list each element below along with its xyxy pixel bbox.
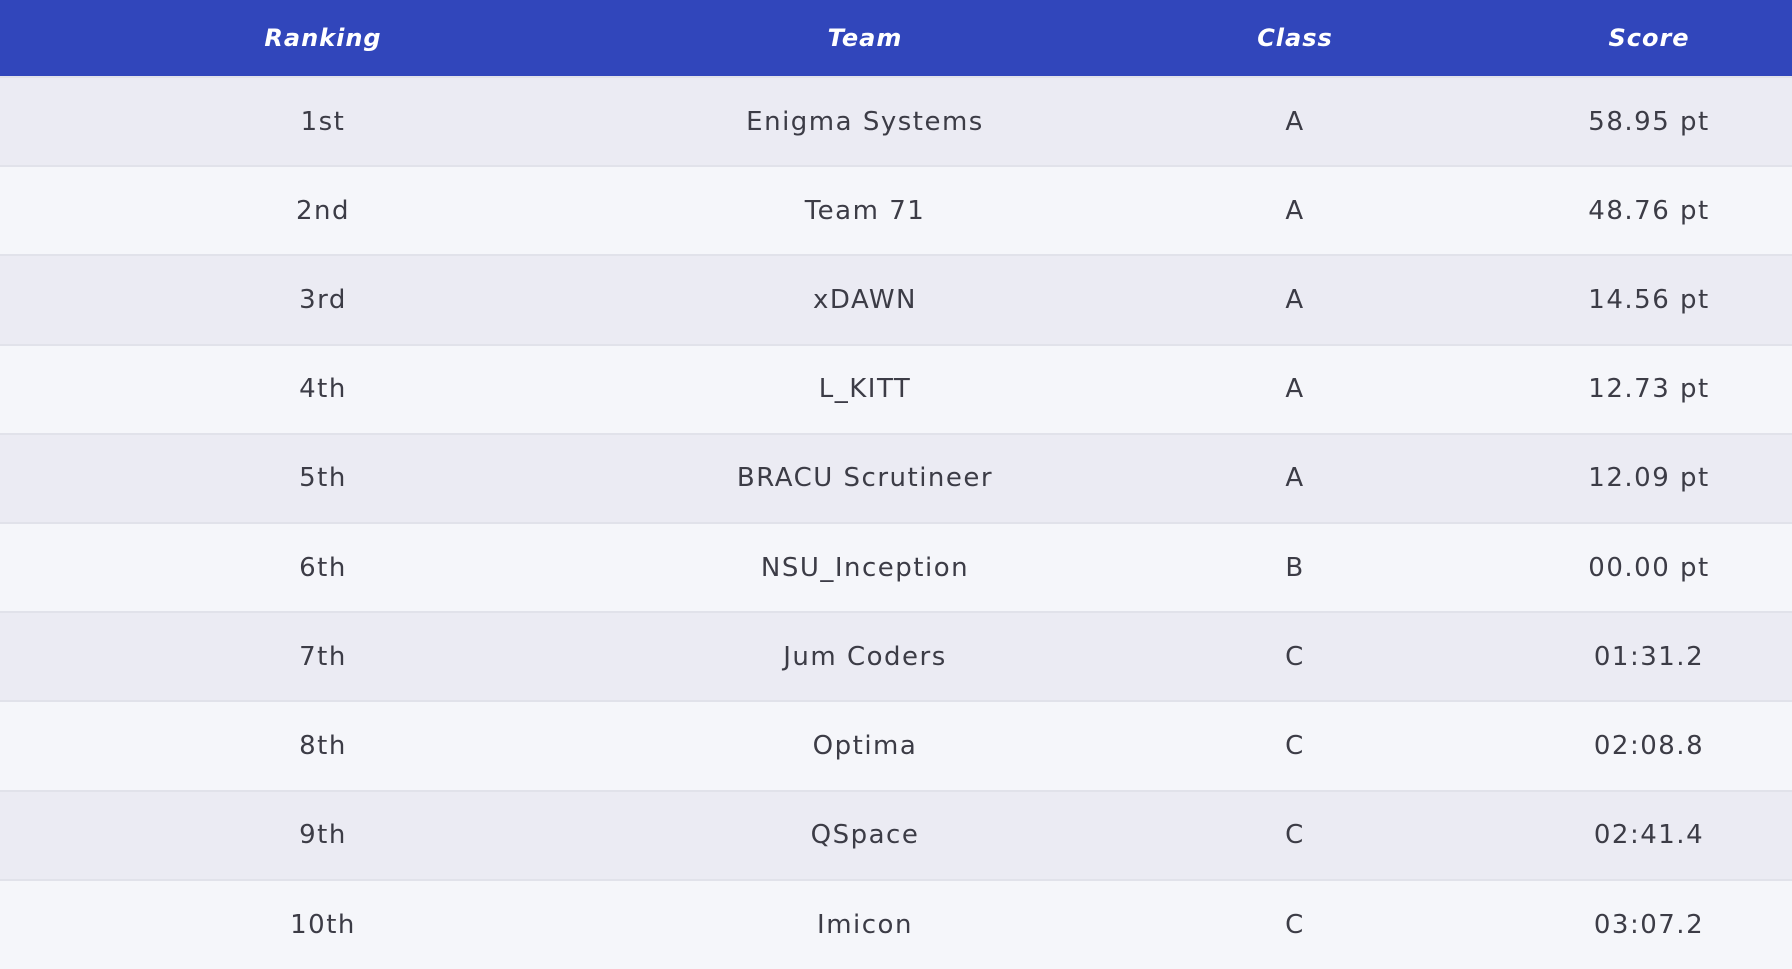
cell-score: 01:31.2 [1593, 641, 1705, 672]
cell-ranking: 4th [299, 374, 347, 405]
table-row: 9th QSpace C 02:41.4 [0, 790, 1792, 880]
cell-team: Optima [812, 730, 918, 761]
cell-team: QSpace [810, 820, 920, 851]
cell-score: 14.56 pt [1588, 284, 1710, 315]
cell-class: A [1285, 463, 1305, 494]
cell-class: A [1285, 195, 1305, 226]
cell-team: Team 71 [804, 195, 926, 226]
cell-class: C [1285, 909, 1305, 940]
cell-class: A [1285, 374, 1305, 405]
header-class: Class [1257, 24, 1333, 52]
cell-ranking: 6th [299, 552, 347, 583]
table-row: 5th BRACU Scrutineer A 12.09 pt [0, 433, 1792, 523]
cell-ranking: 9th [299, 820, 347, 851]
cell-class: A [1285, 106, 1305, 137]
table-row: 6th NSU_Inception B 00.00 pt [0, 522, 1792, 613]
cell-team: NSU_Inception [760, 552, 970, 583]
table-row: 2nd Team 71 A 48.76 pt [0, 166, 1792, 256]
table-row: 1st Enigma Systems A 58.95 pt [0, 77, 1792, 167]
table-header: Ranking Team Class Score [0, 0, 1792, 77]
cell-team: Jum Coders [783, 641, 947, 672]
header-team: Team [827, 24, 903, 52]
cell-ranking: 8th [299, 730, 347, 761]
cell-score: 58.95 pt [1588, 106, 1710, 137]
cell-ranking: 1st [300, 106, 346, 137]
table-body: 1st Enigma Systems A 58.95 pt 2nd Team 7… [0, 77, 1792, 969]
cell-ranking: 2nd [295, 195, 351, 226]
cell-ranking: 10th [290, 909, 356, 940]
cell-score: 00.00 pt [1588, 552, 1710, 583]
header-ranking: Ranking [264, 24, 382, 52]
cell-class: C [1285, 820, 1305, 851]
table-row: 7th Jum Coders C 01:31.2 [0, 612, 1792, 702]
cell-ranking: 7th [299, 641, 347, 672]
cell-team: BRACU Scrutineer [736, 463, 994, 494]
cell-score: 03:07.2 [1593, 909, 1705, 940]
table-row: 3rd xDAWN A 14.56 pt [0, 255, 1792, 345]
cell-score: 02:41.4 [1593, 820, 1705, 851]
cell-team: Enigma Systems [746, 106, 984, 137]
cell-score: 12.73 pt [1588, 374, 1710, 405]
table-row: 8th Optima C 02:08.8 [0, 701, 1792, 791]
cell-ranking: 3rd [299, 284, 347, 315]
cell-score: 48.76 pt [1588, 195, 1710, 226]
cell-team: L_KITT [818, 374, 912, 405]
cell-score: 02:08.8 [1593, 730, 1705, 761]
table-row: 10th Imicon C 03:07.2 [0, 879, 1792, 969]
table-row: 4th L_KITT A 12.73 pt [0, 344, 1792, 434]
cell-ranking: 5th [299, 463, 347, 494]
cell-class: B [1285, 552, 1305, 583]
cell-team: xDAWN [813, 284, 917, 315]
cell-class: A [1285, 284, 1305, 315]
header-score: Score [1608, 24, 1690, 52]
cell-score: 12.09 pt [1588, 463, 1710, 494]
cell-class: C [1285, 641, 1305, 672]
cell-class: C [1285, 730, 1305, 761]
header-row: Ranking Team Class Score [0, 0, 1792, 77]
cell-team: Imicon [817, 909, 913, 940]
